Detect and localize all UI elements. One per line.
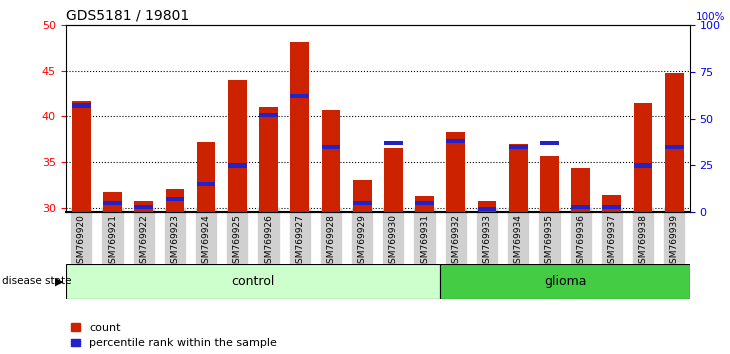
Bar <box>72 101 91 212</box>
Bar <box>103 201 122 205</box>
Bar <box>166 197 184 201</box>
Bar <box>415 201 434 205</box>
Bar <box>134 201 153 212</box>
Bar <box>228 80 247 212</box>
Bar <box>166 189 184 212</box>
Bar <box>72 103 91 108</box>
Text: disease state: disease state <box>2 276 72 286</box>
Bar <box>540 156 558 212</box>
Bar <box>602 205 621 209</box>
Bar <box>447 132 465 212</box>
Bar <box>103 192 122 212</box>
Bar <box>440 264 690 299</box>
Bar <box>634 103 653 212</box>
Text: 100%: 100% <box>696 12 725 22</box>
Legend: count, percentile rank within the sample: count, percentile rank within the sample <box>72 323 277 348</box>
Bar <box>477 201 496 212</box>
Bar <box>477 207 496 211</box>
Bar <box>259 113 278 117</box>
Bar <box>134 205 153 209</box>
Bar <box>197 182 215 186</box>
Bar <box>384 148 403 212</box>
Bar <box>509 145 528 149</box>
Bar <box>447 139 465 143</box>
Bar <box>509 144 528 212</box>
Bar <box>322 145 340 149</box>
Bar <box>572 205 590 209</box>
Bar <box>322 110 340 212</box>
Bar <box>353 181 372 212</box>
Bar <box>665 145 683 149</box>
Bar <box>291 42 309 212</box>
Bar <box>66 264 440 299</box>
Text: GDS5181 / 19801: GDS5181 / 19801 <box>66 9 189 23</box>
Bar <box>634 164 653 167</box>
Bar <box>602 195 621 212</box>
Text: control: control <box>231 275 274 288</box>
Bar <box>228 164 247 167</box>
Text: ▶: ▶ <box>55 276 64 286</box>
Bar <box>665 73 683 212</box>
Bar <box>291 94 309 98</box>
Bar <box>572 169 590 212</box>
Bar <box>415 196 434 212</box>
Bar <box>353 201 372 205</box>
Bar <box>197 142 215 212</box>
Bar <box>540 141 558 145</box>
Text: glioma: glioma <box>544 275 586 288</box>
Bar <box>259 107 278 212</box>
Bar <box>384 141 403 145</box>
